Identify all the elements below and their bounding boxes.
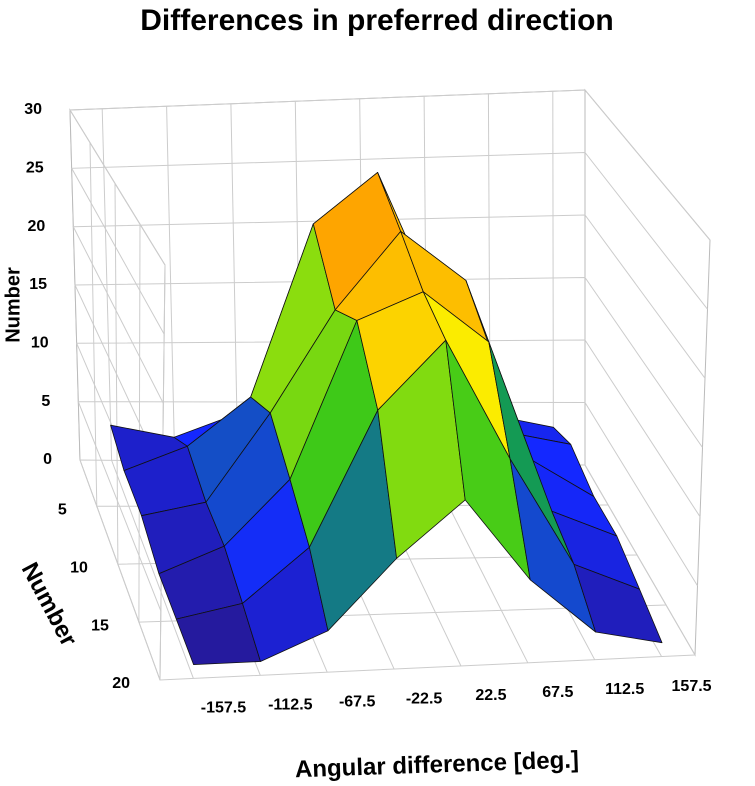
y-tick-label: 15 bbox=[91, 617, 109, 634]
surface-patch bbox=[573, 564, 663, 644]
x-tick-label: -157.5 bbox=[201, 700, 246, 717]
chart-title: Differences in preferred direction bbox=[140, 4, 613, 37]
x-tick-label: 112.5 bbox=[605, 681, 644, 698]
x-tick-label: 67.5 bbox=[542, 684, 573, 701]
x-tick-label: -67.5 bbox=[339, 693, 376, 710]
grid-line bbox=[70, 151, 708, 335]
y-tick-label: 5 bbox=[58, 502, 67, 519]
z-tick-label: 5 bbox=[41, 393, 50, 410]
grid-line bbox=[114, 183, 638, 565]
y-tick-label: 20 bbox=[112, 675, 130, 692]
z-tick-label: 25 bbox=[26, 160, 44, 177]
z-tick-label: 30 bbox=[24, 101, 42, 118]
z-tick-label: 10 bbox=[31, 335, 49, 352]
x-tick-label: -22.5 bbox=[406, 690, 443, 707]
x-tick-label: 157.5 bbox=[672, 678, 712, 695]
z-tick-label: 15 bbox=[29, 276, 47, 293]
grid-line bbox=[101, 108, 194, 679]
grid-line bbox=[138, 224, 667, 623]
grid-line bbox=[159, 264, 696, 681]
grid-line bbox=[69, 89, 711, 266]
z-tick-label: 0 bbox=[43, 451, 52, 468]
z-tick-label: 20 bbox=[28, 218, 46, 235]
x-tick-label: 22.5 bbox=[475, 687, 506, 704]
z-axis-label: Number bbox=[2, 267, 24, 343]
y-tick-label: 10 bbox=[70, 559, 88, 576]
x-axis-label: Angular difference [deg.] bbox=[295, 746, 580, 783]
x-tick-label: -112.5 bbox=[268, 697, 313, 714]
